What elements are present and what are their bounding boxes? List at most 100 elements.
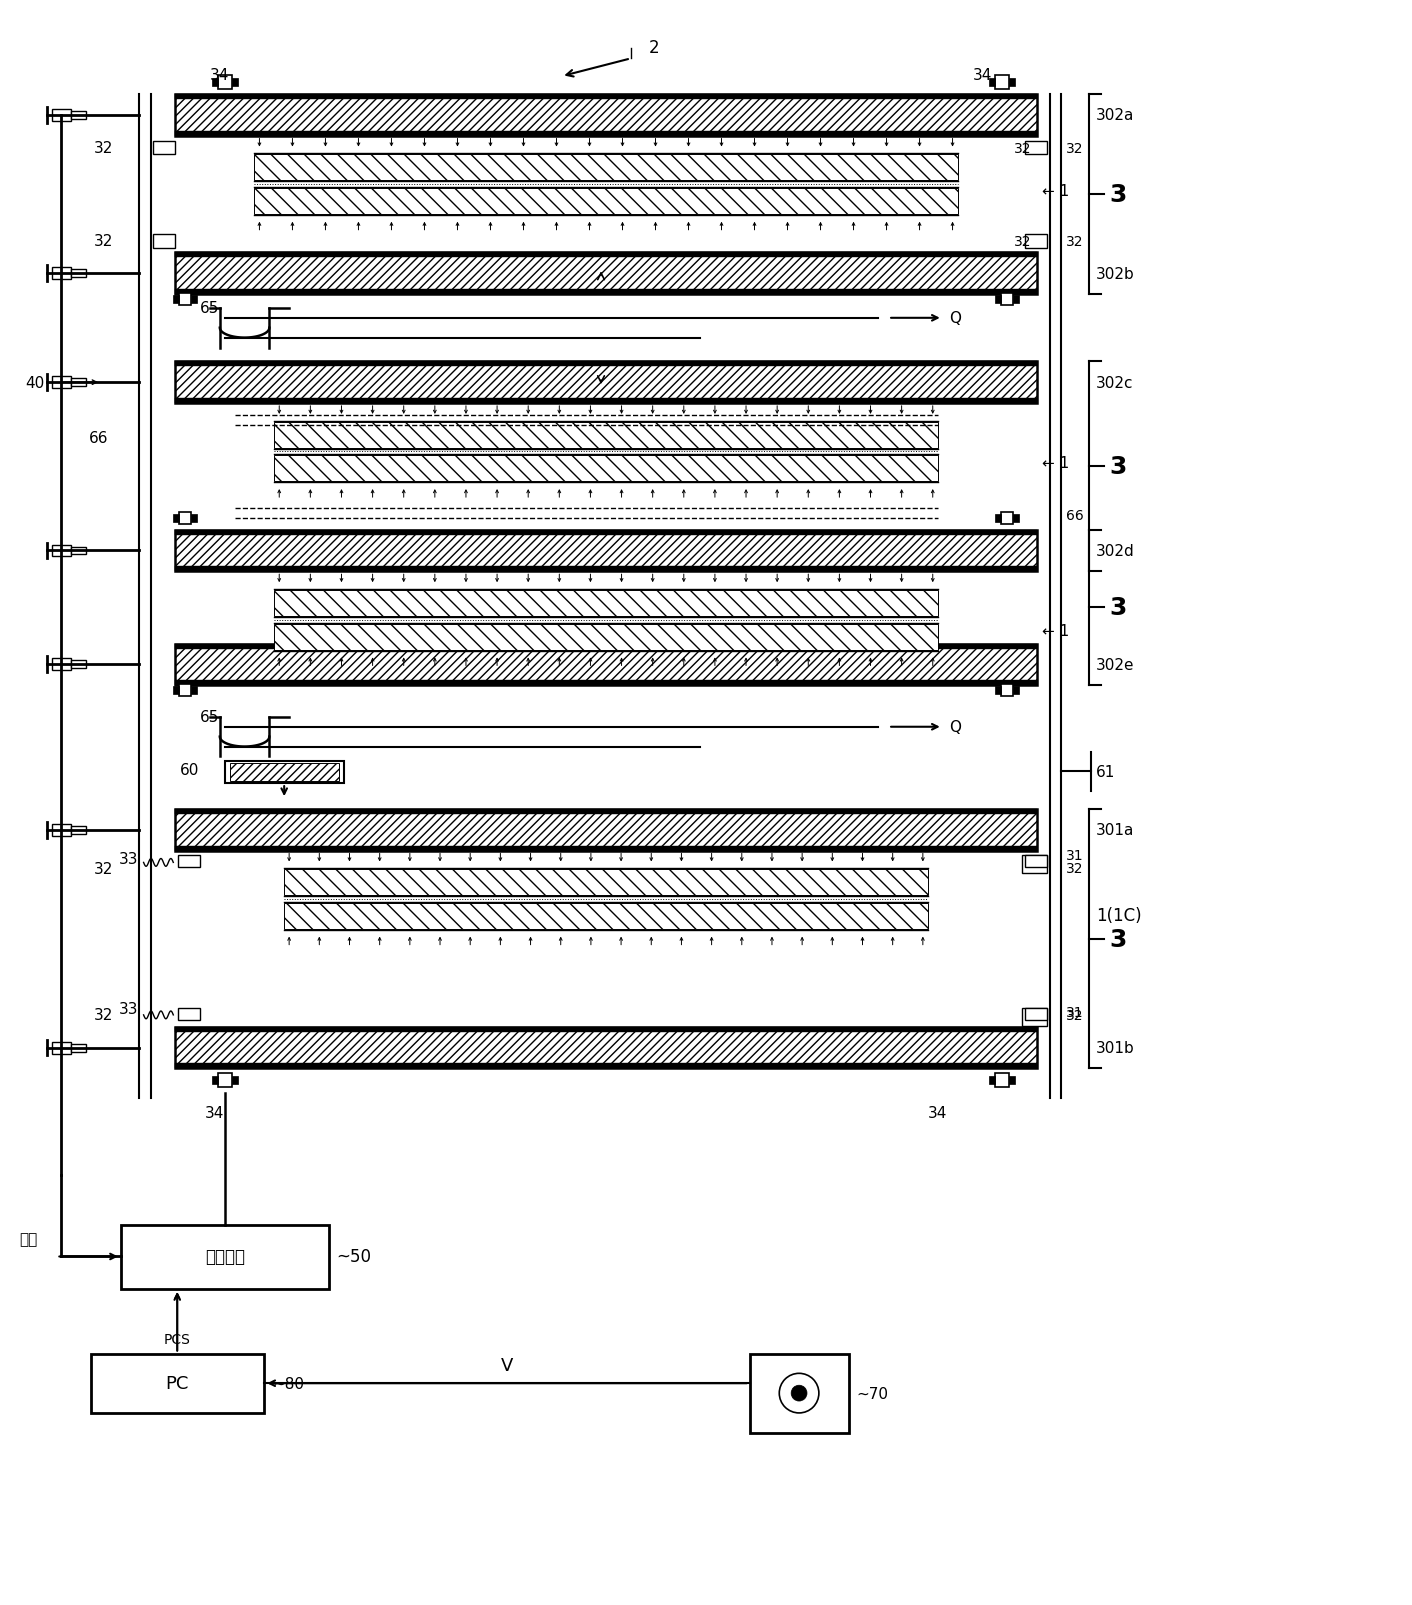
Bar xyxy=(154,141,175,156)
Text: 32: 32 xyxy=(1014,141,1032,156)
Circle shape xyxy=(779,1374,819,1412)
Bar xyxy=(71,661,86,669)
Bar xyxy=(1025,855,1046,868)
Text: 32: 32 xyxy=(1066,862,1084,876)
Text: ~70: ~70 xyxy=(857,1385,888,1401)
Bar xyxy=(175,254,1036,295)
Text: 加压装置: 加压装置 xyxy=(205,1247,244,1266)
Bar xyxy=(1012,687,1019,695)
Bar xyxy=(990,79,995,87)
Text: 302b: 302b xyxy=(1096,266,1135,281)
Bar xyxy=(750,1353,849,1433)
Text: 302c: 302c xyxy=(1096,376,1134,390)
Text: Q: Q xyxy=(950,311,962,326)
Text: 32: 32 xyxy=(1014,234,1032,249)
Text: ← 1: ← 1 xyxy=(1042,183,1069,199)
Text: 302a: 302a xyxy=(1096,108,1134,124)
Text: 302d: 302d xyxy=(1096,544,1135,559)
Text: 40: 40 xyxy=(25,376,44,390)
Bar xyxy=(217,75,232,90)
Bar xyxy=(175,846,1036,851)
Bar xyxy=(71,547,86,555)
Bar xyxy=(175,398,1036,404)
Bar xyxy=(175,567,1036,571)
Text: 65: 65 xyxy=(201,302,219,316)
Bar xyxy=(71,827,86,835)
Bar xyxy=(51,660,71,671)
Text: 32: 32 xyxy=(95,1008,113,1022)
Bar xyxy=(191,295,198,303)
Bar xyxy=(175,95,1036,100)
Bar xyxy=(175,254,1036,258)
Bar xyxy=(175,132,1036,136)
Bar xyxy=(175,1064,1036,1069)
Text: 3: 3 xyxy=(1108,928,1127,952)
Text: 33: 33 xyxy=(119,1002,138,1018)
Bar xyxy=(191,687,198,695)
Bar xyxy=(71,270,86,278)
Bar xyxy=(217,1074,232,1088)
Bar xyxy=(212,79,217,87)
Bar xyxy=(284,870,928,896)
Text: 66: 66 xyxy=(89,430,109,446)
Text: 34: 34 xyxy=(973,67,991,83)
Bar xyxy=(995,1074,1010,1088)
Bar xyxy=(1001,512,1012,525)
Bar xyxy=(1010,79,1015,87)
Text: 2: 2 xyxy=(648,39,659,56)
Bar xyxy=(179,294,191,305)
Bar xyxy=(71,379,86,387)
Text: 空気: 空気 xyxy=(18,1231,37,1247)
Text: 32: 32 xyxy=(95,234,113,249)
Bar xyxy=(175,530,1036,571)
Text: 32: 32 xyxy=(1066,234,1084,249)
Bar xyxy=(179,512,191,525)
Text: 34: 34 xyxy=(210,67,229,83)
Bar xyxy=(1001,685,1012,697)
Circle shape xyxy=(791,1385,808,1401)
Bar xyxy=(154,234,175,249)
Bar xyxy=(990,1077,995,1085)
Text: 33: 33 xyxy=(119,851,138,867)
Bar xyxy=(1010,1077,1015,1085)
Bar xyxy=(51,377,71,388)
Bar xyxy=(1001,294,1012,305)
Bar xyxy=(121,1225,329,1289)
Bar xyxy=(1012,515,1019,523)
Text: ~50: ~50 xyxy=(336,1247,371,1266)
Bar xyxy=(175,1027,1036,1032)
Bar xyxy=(178,855,201,868)
Bar xyxy=(51,825,71,836)
Bar xyxy=(230,764,339,782)
Text: 3: 3 xyxy=(1108,595,1127,620)
Bar xyxy=(175,681,1036,685)
Text: 32: 32 xyxy=(1066,1008,1084,1022)
Bar xyxy=(175,809,1036,814)
Bar xyxy=(175,95,1036,136)
Text: Q: Q xyxy=(950,719,962,735)
Text: ← 1: ← 1 xyxy=(1042,456,1069,470)
Bar xyxy=(51,109,71,122)
Bar xyxy=(51,546,71,557)
Bar xyxy=(175,530,1036,536)
Text: 65: 65 xyxy=(201,709,219,725)
Bar xyxy=(1025,1008,1046,1021)
Bar xyxy=(225,762,343,783)
Bar xyxy=(1025,234,1046,249)
Bar xyxy=(995,515,1001,523)
Bar xyxy=(175,644,1036,685)
Bar xyxy=(175,291,1036,295)
Text: 301b: 301b xyxy=(1096,1040,1135,1056)
Bar xyxy=(254,156,957,181)
Bar xyxy=(995,75,1010,90)
Bar xyxy=(92,1353,264,1412)
Bar xyxy=(175,363,1036,404)
Bar xyxy=(1012,295,1019,303)
Bar xyxy=(174,515,179,523)
Bar xyxy=(51,268,71,279)
Text: 61: 61 xyxy=(1096,764,1115,780)
Text: ~80: ~80 xyxy=(273,1375,305,1392)
Bar xyxy=(51,1042,71,1054)
Text: 301a: 301a xyxy=(1096,823,1134,838)
Bar xyxy=(174,295,179,303)
